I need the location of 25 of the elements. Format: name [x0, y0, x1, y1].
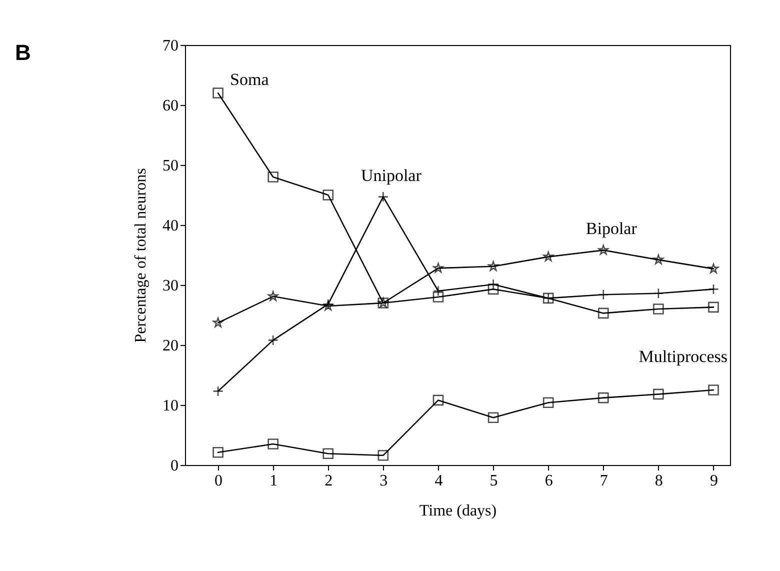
- x-tick-label: 9: [710, 472, 718, 490]
- y-axis-title: Percentage of total neurons: [132, 168, 150, 343]
- series-label: Multiprocess: [638, 347, 728, 366]
- text: B: [15, 40, 31, 65]
- x-tick-label: 1: [270, 472, 278, 490]
- y-tick-label: 10: [162, 398, 178, 414]
- y-tick-label: 30: [162, 278, 178, 294]
- y-tick-label: 20: [162, 338, 178, 354]
- y-tick-label: 40: [162, 218, 178, 234]
- series-label: Soma: [230, 70, 270, 89]
- x-tick-label: 2: [324, 472, 333, 490]
- x-tick-label: 6: [544, 472, 553, 490]
- y-tick-label: 70: [162, 38, 178, 54]
- y-tick-label: 60: [162, 98, 178, 114]
- x-tick-label: 5: [490, 472, 498, 490]
- y-tick-label: 0: [170, 458, 178, 474]
- x-tick-label: 7: [600, 472, 608, 490]
- x-tick-label: 8: [654, 472, 663, 490]
- x-axis-title: Time (days): [419, 502, 497, 520]
- series-label: Bipolar: [586, 219, 638, 238]
- series-label: Unipolar: [360, 166, 422, 185]
- x-tick-label: 4: [434, 472, 443, 490]
- x-tick-label: 0: [214, 472, 223, 490]
- x-tick-label: 3: [380, 472, 388, 490]
- y-tick-label: 50: [162, 158, 178, 174]
